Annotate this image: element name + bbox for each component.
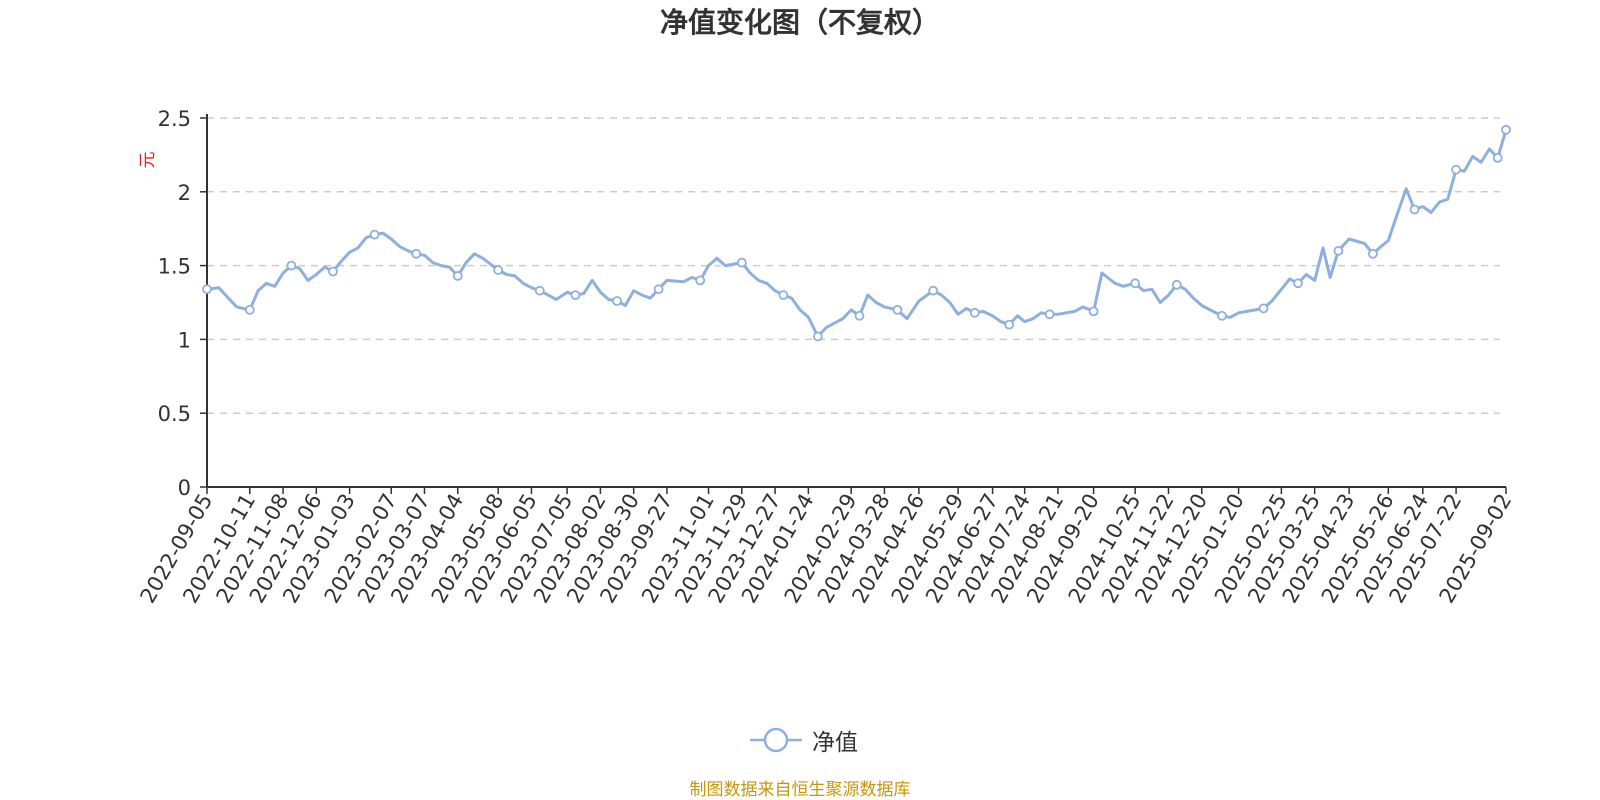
legend-label: 净值 (812, 730, 858, 756)
data-point (1501, 124, 1511, 135)
y-tick-label: 2.5 (158, 107, 191, 131)
series-layer (202, 124, 1511, 342)
data-point (369, 229, 380, 240)
data-point (1451, 164, 1461, 175)
data-point (411, 248, 422, 259)
data-point (493, 265, 504, 275)
legend[interactable]: 净值 (750, 722, 858, 758)
data-point (1088, 306, 1099, 317)
data-point (452, 271, 463, 281)
y-tick-label: 0 (178, 476, 191, 500)
data-point (1044, 309, 1055, 320)
data-point (534, 285, 545, 296)
data-point (854, 310, 865, 321)
data-point (570, 290, 581, 301)
y-axis: 0 0.5 1 1.5 2 2.5 (158, 107, 208, 500)
data-point (1409, 204, 1420, 215)
data-point (1171, 279, 1182, 290)
data-point (892, 304, 903, 315)
data-point (653, 284, 664, 295)
data-point (1130, 278, 1141, 289)
data-point (286, 260, 297, 271)
x-axis: 2022-09-052022-10-112022-11-082022-12-06… (136, 486, 1516, 607)
data-point (778, 290, 789, 301)
data-point (202, 284, 212, 295)
data-point (328, 266, 338, 277)
data-point (1217, 310, 1227, 321)
y-tick-label: 2 (178, 181, 191, 205)
data-point (1367, 248, 1378, 259)
data-point (1492, 152, 1503, 163)
series-line (206, 129, 1508, 338)
data-point (695, 275, 706, 286)
data-point (1004, 319, 1015, 330)
data-point (928, 285, 939, 296)
y-tick-label: 1 (178, 328, 191, 352)
gridlines (207, 117, 1500, 414)
data-point (1333, 245, 1344, 256)
data-point (736, 257, 747, 268)
source-note: 制图数据来自恒生聚源数据库 (689, 780, 911, 800)
circle-line-marker-icon (750, 727, 802, 753)
data-point (1293, 278, 1303, 289)
y-axis-label: 元 (138, 152, 158, 169)
data-point (969, 307, 980, 318)
data-point (1258, 303, 1269, 314)
y-tick-label: 1.5 (158, 255, 191, 279)
data-point (612, 296, 622, 306)
data-point (244, 304, 255, 315)
data-point (812, 331, 823, 342)
chart-title: 净值变化图（不复权） (659, 6, 940, 39)
y-tick-label: 0.5 (158, 402, 191, 426)
